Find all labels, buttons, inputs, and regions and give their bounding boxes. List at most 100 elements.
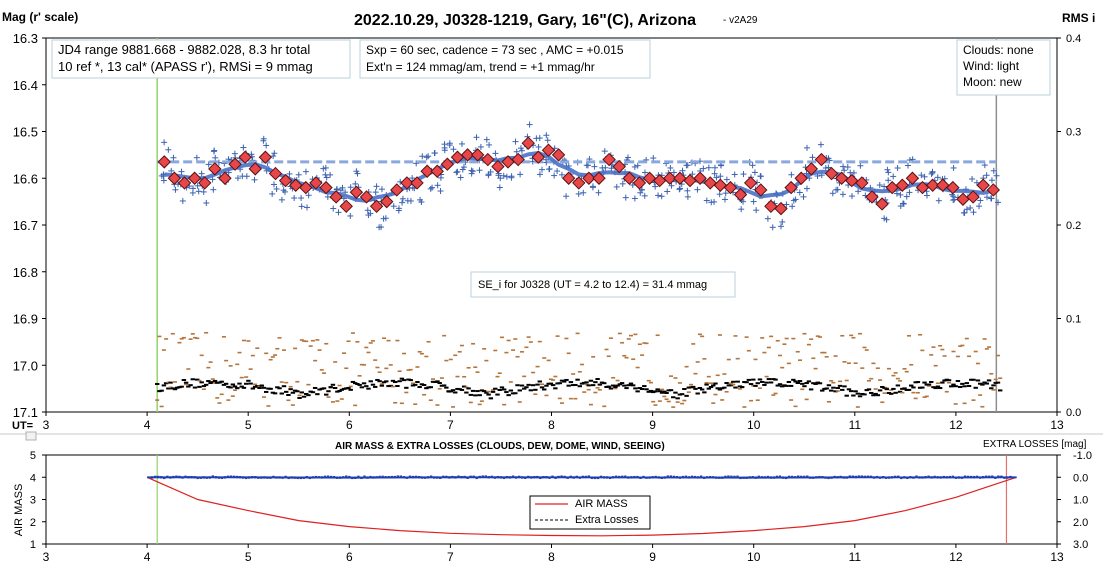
rms-dash-brown — [415, 366, 420, 368]
extra-losses-point — [615, 475, 618, 478]
rms-dash-brown — [962, 402, 967, 405]
rms-dash-brown — [486, 390, 491, 393]
measurement-point — [302, 168, 309, 175]
measurement-point — [634, 162, 641, 169]
rms-dash-black — [837, 384, 843, 387]
rms-dash-brown — [777, 354, 782, 357]
measurement-point — [409, 175, 416, 182]
rms-dash-brown — [442, 334, 447, 337]
extra-losses-point — [244, 476, 248, 480]
rms-dash-brown — [184, 383, 189, 386]
rms-dash-black — [584, 381, 589, 384]
rms-dash-black — [704, 383, 709, 386]
measurement-point — [536, 135, 543, 142]
binned-mag-diamond — [470, 148, 485, 162]
rms-dash-black — [893, 391, 898, 394]
measurement-point — [395, 207, 402, 214]
rms-dash-black — [461, 385, 467, 388]
rms-dash-black — [301, 395, 307, 398]
rms-dash-black — [871, 394, 876, 397]
extra-losses-point — [1000, 475, 1003, 478]
rms-dash-black — [446, 390, 451, 393]
rms-dash-black — [559, 379, 565, 382]
measurement-point — [689, 171, 696, 178]
rms-dash-brown — [382, 337, 387, 340]
air-mass-line — [146, 476, 1017, 537]
measurement-point — [286, 170, 293, 177]
measurement-point — [327, 171, 334, 178]
extra-losses-point — [296, 476, 299, 480]
resize-handle[interactable] — [25, 431, 37, 441]
rms-dash-black — [161, 384, 167, 387]
measurement-point — [429, 184, 436, 191]
rms-dash-brown — [168, 386, 173, 389]
rms-dash-black — [455, 387, 460, 390]
measurement-point — [711, 198, 718, 205]
binned-mag-diamond — [824, 166, 839, 181]
rms-dash-brown — [769, 335, 774, 338]
rms-dash-black — [960, 382, 965, 385]
extra-losses-point — [572, 476, 575, 479]
measurement-point — [622, 194, 629, 201]
extra-losses-point — [290, 476, 293, 479]
measurement-point — [320, 165, 327, 172]
rms-dash-black — [697, 387, 703, 390]
rms-dash-brown — [824, 356, 829, 358]
binned-mag-diamond — [966, 190, 980, 204]
measurement-point — [655, 192, 662, 199]
rms-dash-brown — [984, 348, 989, 350]
measurement-point — [783, 201, 790, 208]
rms-dash-brown — [288, 385, 293, 388]
rms-dash-brown — [924, 395, 929, 398]
rms-dash-brown — [744, 336, 749, 338]
extra-losses-point — [539, 476, 542, 480]
extra-losses-point — [454, 476, 457, 479]
rms-dash-black — [542, 388, 547, 391]
rms-dash-black — [735, 380, 740, 383]
rms-dash-brown — [199, 354, 204, 357]
extra-losses-point — [912, 476, 915, 479]
rms-dash-black — [221, 383, 227, 386]
extra-losses-point — [845, 476, 848, 479]
extra-losses-point — [769, 476, 773, 479]
rms-dash-black — [508, 389, 514, 392]
rms-dash-black — [726, 384, 732, 387]
measurement-point — [269, 190, 276, 197]
extra-losses-point — [827, 476, 830, 480]
rms-dash-black — [464, 391, 469, 394]
measurement-point — [373, 183, 380, 190]
measurement-point — [602, 164, 609, 171]
rms-dash-brown — [951, 350, 956, 353]
rms-dash-brown — [637, 343, 642, 346]
measurement-point — [503, 173, 510, 180]
exposure-info-box — [359, 39, 651, 79]
binned-mag-diamond — [349, 185, 364, 199]
rms-dash-brown — [644, 342, 649, 345]
rms-dash-black — [822, 387, 827, 390]
extra-losses-point — [812, 476, 815, 479]
rms-dash-brown — [697, 333, 702, 336]
rms-dash-brown — [504, 351, 509, 354]
rms-dash-black — [477, 394, 482, 397]
rms-dash-brown — [586, 388, 591, 391]
extra-losses-point — [417, 475, 421, 479]
binned-mag-diamond — [804, 162, 819, 176]
extra-losses-point — [339, 476, 342, 479]
rms-dash-brown — [913, 397, 918, 400]
rms-dash-black — [800, 382, 805, 385]
rms-dash-brown — [882, 392, 887, 394]
extra-losses-point — [436, 476, 439, 479]
rms-dash-black — [495, 393, 500, 396]
rms-dash-black — [795, 381, 800, 384]
extra-losses-point — [696, 476, 700, 479]
rms-dash-brown — [737, 388, 742, 390]
extra-losses-point — [360, 476, 363, 480]
rms-dash-brown — [900, 391, 905, 394]
measurement-point — [684, 193, 691, 200]
rms-dash-brown — [677, 382, 682, 384]
extra-losses-y-tick-label: -1.0 — [1073, 450, 1092, 462]
measurement-point — [885, 169, 892, 176]
rms-dash-black — [644, 388, 649, 391]
y-tick-label-left: 16.7 — [13, 218, 38, 233]
extra-losses-point — [809, 476, 812, 479]
